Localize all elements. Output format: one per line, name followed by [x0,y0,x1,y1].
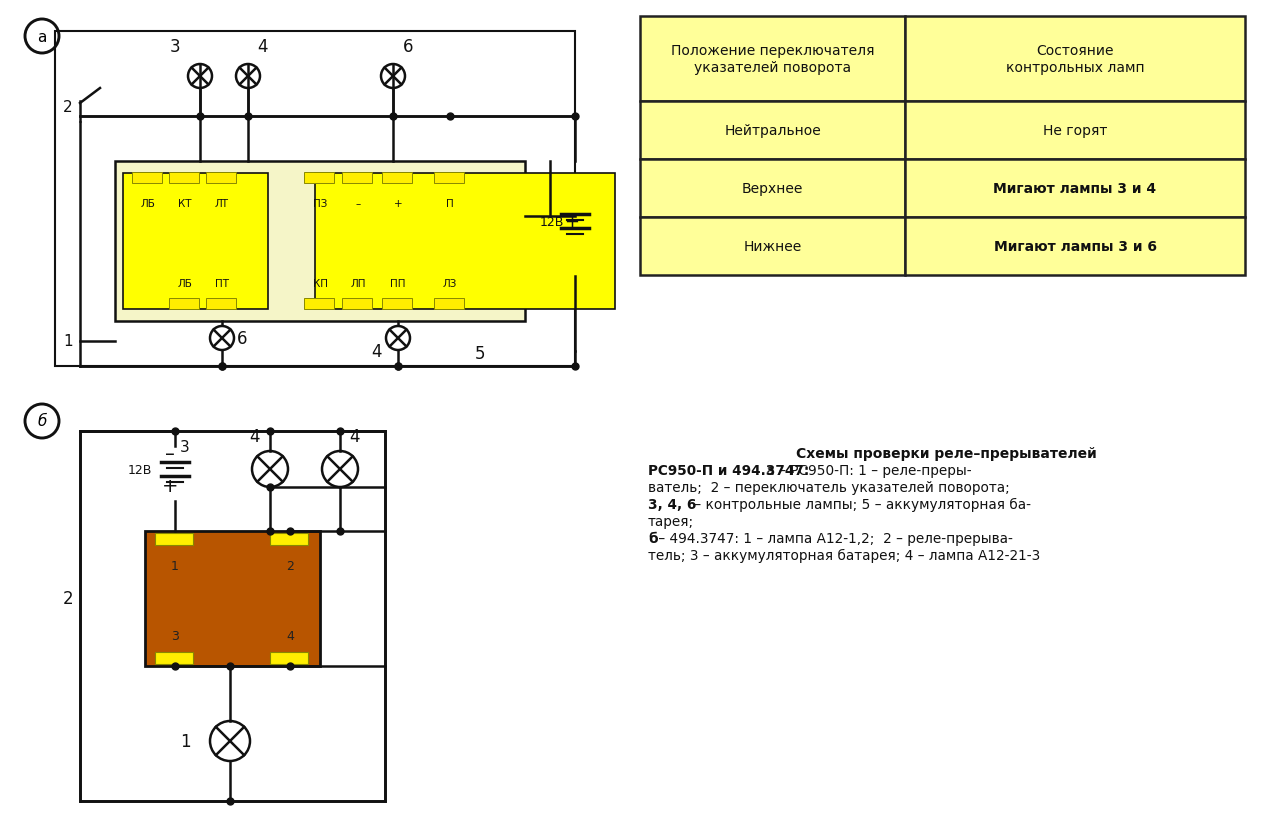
Text: – 494.3747: 1 – лампа А12-1,2;  2 – реле-прерыва-: – 494.3747: 1 – лампа А12-1,2; 2 – реле-… [654,532,1013,545]
Bar [906,17,1245,102]
Text: 3: 3 [180,439,190,454]
Text: ПТ: ПТ [215,278,229,288]
Text: ЛТ: ЛТ [215,199,229,209]
Text: 2: 2 [286,560,293,573]
Text: б: б [37,414,47,429]
Bar [271,533,309,545]
Bar [169,298,199,309]
Bar [906,217,1245,276]
Bar [315,174,615,309]
Bar [906,102,1245,160]
Text: 3: 3 [171,630,179,643]
Text: 3: 3 [170,38,180,56]
Text: б: б [648,532,658,545]
Text: 3, 4, 6: 3, 4, 6 [648,497,696,512]
Text: –: – [356,199,361,209]
Text: ЛП: ЛП [351,278,366,288]
Text: 1: 1 [179,732,190,750]
Bar [206,298,236,309]
Bar [206,173,236,184]
Text: ПП: ПП [390,278,405,288]
Text: 6: 6 [403,38,413,56]
Text: +: + [394,199,403,209]
Bar [304,298,334,309]
Text: 5: 5 [475,344,485,363]
Text: Нижнее: Нижнее [743,240,801,253]
Text: 4: 4 [286,630,293,643]
Bar [155,533,193,545]
Text: ПЗ: ПЗ [312,199,328,209]
Text: Состояние
контрольных ламп: Состояние контрольных ламп [1006,44,1144,74]
Text: Не горят: Не горят [1043,124,1107,138]
Bar [271,652,309,665]
Text: ватель;  2 – переключатель указателей поворота;: ватель; 2 – переключатель указателей пов… [648,481,1010,494]
Bar [304,173,334,184]
Bar [132,173,163,184]
Text: 4: 4 [349,427,361,446]
Text: Положение переключателя
указателей поворота: Положение переключателя указателей повор… [671,44,874,74]
Text: +: + [564,212,579,231]
Bar [640,17,906,102]
Text: П: П [446,199,453,209]
Text: Мигают лампы 3 и 6: Мигают лампы 3 и 6 [993,240,1157,253]
Bar [382,298,411,309]
Text: 4: 4 [371,343,381,360]
Text: Верхнее: Верхнее [742,181,803,196]
Text: ЛЗ: ЛЗ [443,278,457,288]
Text: 4: 4 [257,38,267,56]
Text: ЛБ: ЛБ [178,278,193,288]
Text: Нейтральное: Нейтральное [724,124,820,138]
Text: 2: 2 [62,589,74,607]
Bar [116,162,525,322]
Text: а: а [37,29,47,44]
Bar [434,298,464,309]
Bar [640,217,906,276]
Text: тарея;: тарея; [648,514,695,528]
Text: 4: 4 [250,427,260,446]
Bar [145,532,320,666]
Text: тель; 3 – аккумуляторная батарея; 4 – лампа А12-21-3: тель; 3 – аккумуляторная батарея; 4 – ла… [648,548,1040,563]
Text: Схемы проверки реле–прерывателей: Схемы проверки реле–прерывателей [796,446,1097,461]
Bar [640,102,906,160]
Bar [342,298,372,309]
Text: –: – [165,445,175,464]
Text: ЛБ: ЛБ [141,199,155,209]
Text: 2: 2 [64,99,72,115]
Text: 6: 6 [236,329,248,348]
Text: а – РС950-П: 1 – реле-преры-: а – РС950-П: 1 – реле-преры- [762,463,972,477]
Bar [123,174,268,309]
Text: – контрольные лампы; 5 – аккумуляторная ба-: – контрольные лампы; 5 – аккумуляторная … [690,497,1031,512]
Bar [80,431,385,801]
Text: РС950-П и 494.3747:: РС950-П и 494.3747: [648,463,809,477]
Text: 1: 1 [64,334,72,349]
Text: 12В: 12В [540,215,564,228]
Bar [906,160,1245,217]
Bar [382,173,411,184]
Text: КП: КП [312,278,328,288]
Bar [55,32,575,366]
Text: +: + [161,477,178,496]
Bar [169,173,199,184]
Text: 1: 1 [171,560,179,573]
Text: Мигают лампы 3 и 4: Мигают лампы 3 и 4 [993,181,1157,196]
Bar [155,652,193,665]
Bar [640,160,906,217]
Bar [434,173,464,184]
Text: КТ: КТ [178,199,192,209]
Text: 12В: 12В [128,464,152,477]
Bar [342,173,372,184]
